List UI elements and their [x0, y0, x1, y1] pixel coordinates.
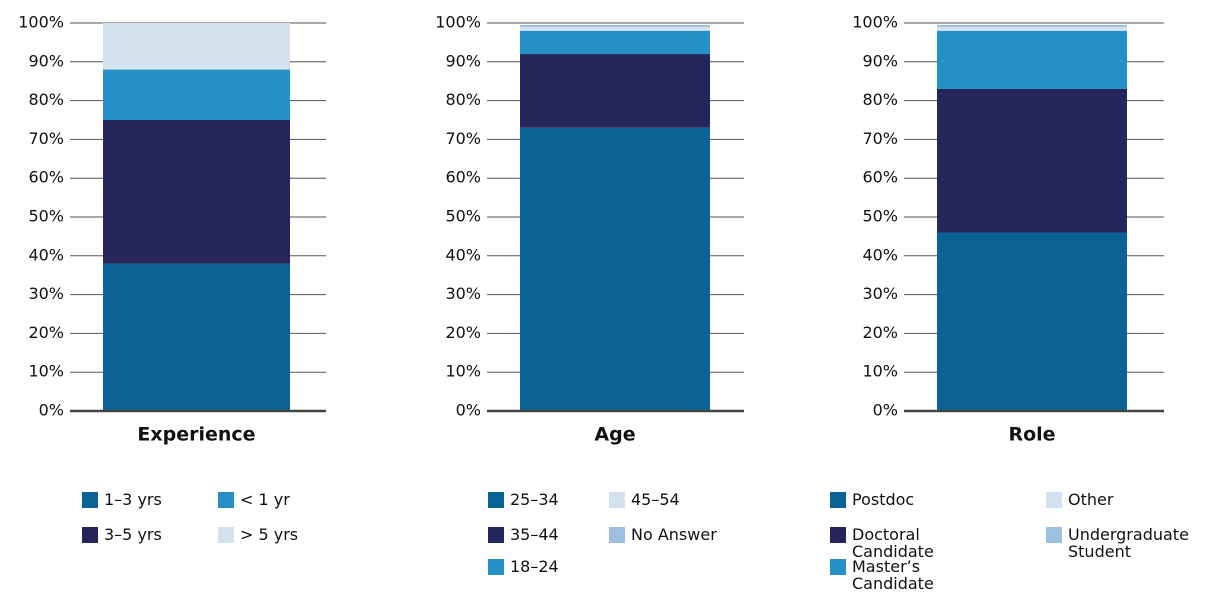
category-label: Role — [1008, 424, 1055, 446]
y-tick-label: 90% — [28, 51, 64, 70]
y-tick-label: 90% — [862, 51, 898, 70]
y-tick-label: 30% — [28, 284, 64, 303]
category-label: Age — [594, 424, 635, 446]
bar-segment — [937, 232, 1127, 411]
y-tick-label: 90% — [445, 51, 481, 70]
y-tick-label: 80% — [445, 90, 481, 109]
bar-segment — [520, 127, 710, 411]
y-tick-label: 20% — [862, 323, 898, 342]
legend-swatch — [218, 492, 234, 508]
y-tick-label: 60% — [445, 168, 481, 187]
legend-swatch — [830, 527, 846, 543]
legend-swatch — [488, 559, 504, 575]
y-tick-label: 80% — [28, 90, 64, 109]
legend-swatch — [488, 492, 504, 508]
y-tick-label: 60% — [862, 168, 898, 187]
legend-swatch — [830, 559, 846, 575]
y-tick-label: 70% — [862, 129, 898, 148]
y-tick-label: 70% — [28, 129, 64, 148]
y-tick-label: 70% — [445, 129, 481, 148]
y-tick-label: 20% — [28, 323, 64, 342]
y-tick-label: 100% — [852, 13, 898, 32]
charts: 0% 10% 20% 30% 40% 50% 60% 70% 80% 90% 100% Experie… — [18, 13, 1164, 446]
bar-segment — [937, 30, 1127, 89]
legend-label: No Answer — [631, 525, 717, 544]
legend-label: 1–3 yrs — [104, 490, 162, 509]
y-tick-label: 30% — [445, 284, 481, 303]
legend-swatch — [488, 527, 504, 543]
bar-segment — [103, 69, 290, 120]
legend-swatch — [1046, 492, 1062, 508]
legend-swatch — [82, 527, 98, 543]
legend-label: Other — [1068, 490, 1114, 509]
y-tick-label: 30% — [862, 284, 898, 303]
legend-label: 35–44 — [510, 525, 559, 544]
bar-segment — [520, 24, 710, 27]
page: {"chart_data": [ {"type": "bar", "stacke… — [18, 12, 1189, 592]
y-tick-label: 80% — [862, 90, 898, 109]
y-tick-label: 60% — [28, 168, 64, 187]
legend-swatch — [609, 527, 625, 543]
y-tick-label: 10% — [862, 362, 898, 381]
legend-swatch — [1046, 527, 1062, 543]
legend-label: Doctoral Candidate — [852, 525, 934, 561]
bar-segment — [103, 23, 290, 70]
bar-segment — [937, 26, 1127, 31]
legend-label: 3–5 yrs — [104, 525, 162, 544]
y-tick-label: 50% — [28, 207, 64, 226]
y-tick-label: 0% — [456, 401, 481, 420]
legend-swatch — [82, 492, 98, 508]
bar-segment — [520, 26, 710, 31]
legend-label: Postdoc — [852, 490, 915, 509]
y-tick-label: 0% — [39, 401, 64, 420]
y-tick-label: 50% — [862, 207, 898, 226]
legend-label: Master’s Candidate — [852, 557, 934, 593]
y-tick-label: 50% — [445, 207, 481, 226]
category-label: Experience — [137, 424, 255, 446]
bar-segment — [520, 30, 710, 55]
bar-segment — [937, 24, 1127, 27]
y-tick-label: 0% — [873, 401, 898, 420]
y-tick-label: 10% — [445, 362, 481, 381]
legend-label: < 1 yr — [240, 490, 290, 509]
legend-label: > 5 yrs — [240, 525, 299, 544]
bar-segment — [103, 263, 290, 411]
legend-label: Undergraduate Student — [1068, 525, 1189, 561]
y-tick-label: 40% — [28, 245, 64, 264]
y-tick-label: 20% — [445, 323, 481, 342]
y-tick-label: 40% — [445, 245, 481, 264]
legend-swatch — [609, 492, 625, 508]
legend-swatch — [830, 492, 846, 508]
legend-swatch — [218, 527, 234, 543]
bar-segment — [103, 120, 290, 264]
bar-segment — [520, 54, 710, 128]
legend-label: 45–54 — [631, 490, 680, 509]
y-tick-label: 100% — [18, 13, 64, 32]
legend-label: 18–24 — [510, 557, 559, 576]
y-tick-label: 100% — [435, 13, 481, 32]
bar-segment — [937, 88, 1127, 233]
legend-label: 25–34 — [510, 490, 559, 509]
y-tick-label: 40% — [862, 245, 898, 264]
y-tick-label: 10% — [28, 362, 64, 381]
